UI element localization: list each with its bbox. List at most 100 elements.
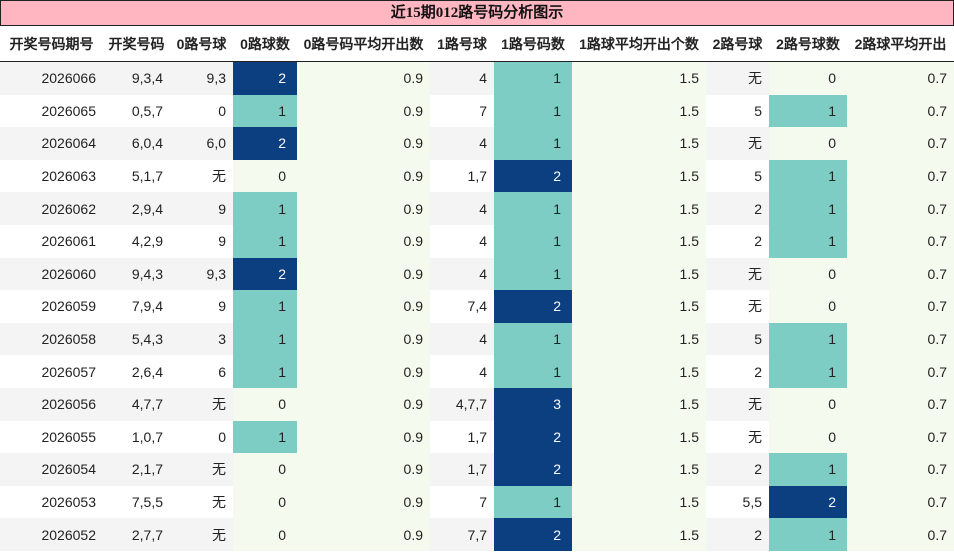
route1-count-cell: 2	[494, 159, 572, 193]
route2-balls-cell: 无	[706, 127, 769, 160]
route1-balls-header: 1路号球	[430, 26, 494, 62]
route1-count-cell: 1	[494, 127, 572, 160]
route1-avg-cell: 1.5	[572, 159, 706, 193]
route1-avg-cell: 1.5	[572, 387, 706, 421]
route0-balls-cell: 9,3	[170, 257, 233, 291]
table-row: 2026057 2,6,4 6 1 0.9 4 1 1.5 2 1 0.7	[0, 355, 954, 388]
route1-avg-cell: 1.5	[572, 322, 706, 356]
route1-avg-cell: 1.5	[572, 94, 706, 128]
route1-balls-cell: 4	[430, 322, 494, 356]
route2-count-cell: 0	[769, 420, 847, 454]
route1-avg-cell: 1.5	[572, 453, 706, 486]
numbers-cell: 2,6,4	[103, 355, 170, 388]
route2-avg-cell: 0.7	[847, 61, 954, 95]
route2-count-cell: 0	[769, 290, 847, 323]
route1-avg-header: 1路球平均开出个数	[572, 26, 706, 62]
route2-avg-cell: 0.7	[847, 453, 954, 486]
table-row: 2026055 1,0,7 0 1 0.9 1,7 2 1.5 无 0 0.7	[0, 420, 954, 454]
numbers-cell: 7,5,5	[103, 485, 170, 519]
route2-avg-cell: 0.7	[847, 355, 954, 388]
route0-balls-cell: 0	[170, 94, 233, 128]
route2-count-cell: 1	[769, 159, 847, 193]
route0-avg-cell: 0.9	[297, 387, 430, 421]
chart-title: 近15期012路号码分析图示	[0, 0, 954, 26]
route0-avg-cell: 0.9	[297, 453, 430, 486]
route2-balls-cell: 2	[706, 355, 769, 388]
route0-count-cell: 1	[233, 322, 297, 356]
route1-avg-cell: 1.5	[572, 420, 706, 454]
numbers-cell: 7,9,4	[103, 290, 170, 323]
route1-balls-cell: 4	[430, 192, 494, 225]
route1-balls-cell: 4	[430, 355, 494, 388]
header-row: 开奖号码期号 开奖号码 0路号球 0路球数 0路号码平均开出数 1路号球 1路号码数 1路球平…	[0, 26, 954, 62]
route2-avg-cell: 0.7	[847, 94, 954, 128]
period-cell: 2026055	[0, 420, 103, 454]
table-row: 2026065 0,5,7 0 1 0.9 7 1 1.5 5 1 0.7	[0, 94, 954, 128]
route0-count-cell: 0	[233, 485, 297, 519]
route1-count-cell: 2	[494, 518, 572, 551]
route0-avg-cell: 0.9	[297, 224, 430, 258]
numbers-cell: 1,0,7	[103, 420, 170, 454]
period-cell: 2026064	[0, 127, 103, 160]
route0-avg-cell: 0.9	[297, 518, 430, 551]
route1-count-cell: 1	[494, 257, 572, 291]
route0-count-cell: 0	[233, 453, 297, 486]
period-cell: 2026052	[0, 518, 103, 551]
period-cell: 2026061	[0, 224, 103, 258]
numbers-cell: 2,1,7	[103, 453, 170, 486]
route1-avg-cell: 1.5	[572, 518, 706, 551]
numbers-cell: 2,9,4	[103, 192, 170, 225]
route0-balls-cell: 无	[170, 159, 233, 193]
table-row: 2026060 9,4,3 9,3 2 0.9 4 1 1.5 无 0 0.7	[0, 257, 954, 291]
period-cell: 2026060	[0, 257, 103, 291]
numbers-cell: 5,1,7	[103, 159, 170, 193]
period-header: 开奖号码期号	[0, 26, 103, 62]
route1-balls-cell: 4	[430, 224, 494, 258]
route1-count-header: 1路号码数	[494, 26, 572, 62]
route1-avg-cell: 1.5	[572, 61, 706, 95]
route0-balls-cell: 3	[170, 322, 233, 356]
route0-count-cell: 1	[233, 420, 297, 454]
route1-balls-cell: 1,7	[430, 453, 494, 486]
route0-count-cell: 2	[233, 257, 297, 291]
table-row: 2026056 4,7,7 无 0 0.9 4,7,7 3 1.5 无 0 0.7	[0, 387, 954, 421]
route2-count-cell: 0	[769, 387, 847, 421]
route2-balls-cell: 5	[706, 94, 769, 128]
route1-count-cell: 2	[494, 420, 572, 454]
route2-balls-cell: 5	[706, 159, 769, 193]
route2-count-cell: 1	[769, 355, 847, 388]
period-cell: 2026066	[0, 61, 103, 95]
route0-count-cell: 2	[233, 61, 297, 95]
route2-balls-cell: 2	[706, 192, 769, 225]
period-cell: 2026058	[0, 322, 103, 356]
route1-balls-cell: 7	[430, 485, 494, 519]
route2-avg-cell: 0.7	[847, 485, 954, 519]
route0-count-cell: 1	[233, 355, 297, 388]
route0-count-cell: 1	[233, 290, 297, 323]
route0-count-cell: 0	[233, 159, 297, 193]
table-row: 2026058 5,4,3 3 1 0.9 4 1 1.5 5 1 0.7	[0, 322, 954, 356]
route0-avg-cell: 0.9	[297, 420, 430, 454]
route1-avg-cell: 1.5	[572, 127, 706, 160]
route0-count-cell: 0	[233, 387, 297, 421]
numbers-cell: 0,5,7	[103, 94, 170, 128]
route1-balls-cell: 7,4	[430, 290, 494, 323]
route0-count-header: 0路球数	[233, 26, 297, 62]
route1-count-cell: 1	[494, 224, 572, 258]
route2-count-cell: 1	[769, 453, 847, 486]
route2-balls-cell: 2	[706, 518, 769, 551]
table-row: 2026059 7,9,4 9 1 0.9 7,4 2 1.5 无 0 0.7	[0, 290, 954, 323]
period-cell: 2026057	[0, 355, 103, 388]
table-row: 2026054 2,1,7 无 0 0.9 1,7 2 1.5 2 1 0.7	[0, 453, 954, 486]
route1-count-cell: 2	[494, 290, 572, 323]
route0-balls-cell: 无	[170, 518, 233, 551]
route0-avg-cell: 0.9	[297, 61, 430, 95]
route1-balls-cell: 4,7,7	[430, 387, 494, 421]
route0-balls-cell: 9,3	[170, 61, 233, 95]
route0-avg-cell: 0.9	[297, 159, 430, 193]
period-cell: 2026065	[0, 94, 103, 128]
route2-balls-cell: 无	[706, 387, 769, 421]
route0-avg-cell: 0.9	[297, 127, 430, 160]
table-row: 2026061 4,2,9 9 1 0.9 4 1 1.5 2 1 0.7	[0, 224, 954, 258]
